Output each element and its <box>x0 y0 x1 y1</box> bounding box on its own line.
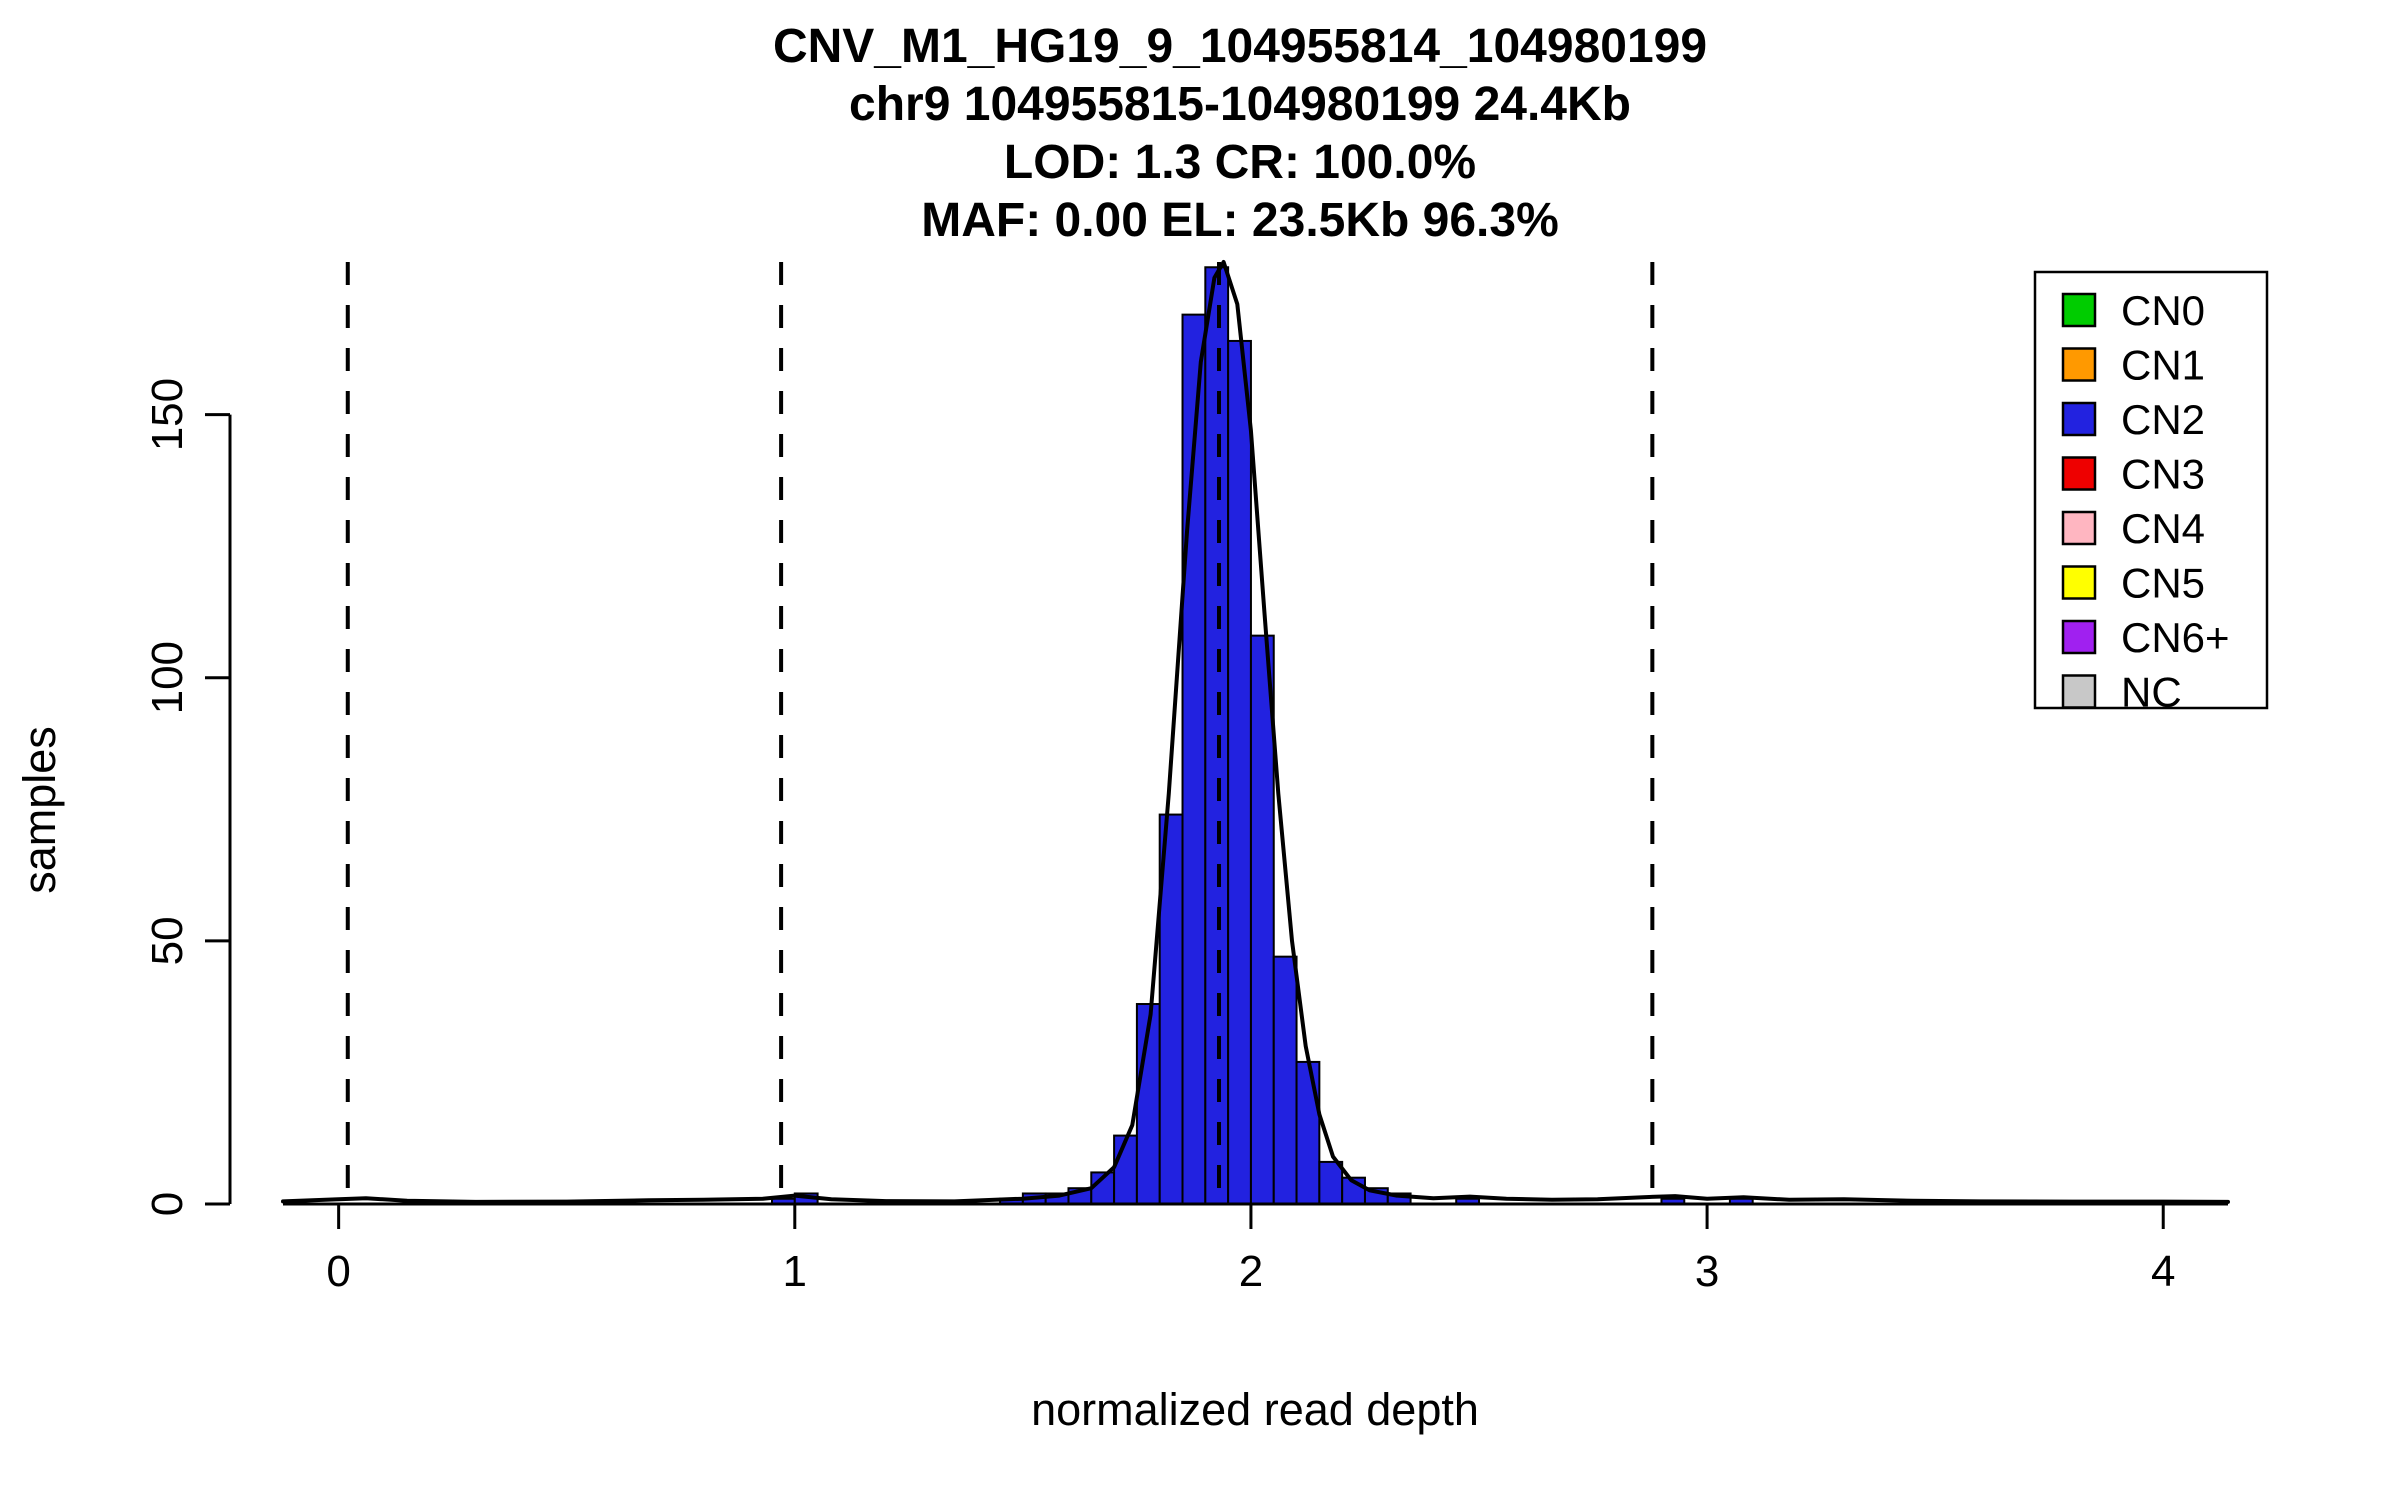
chart-title-line-2: chr9 104955815-104980199 24.4Kb <box>849 78 1631 131</box>
chart-title-line-1: CNV_M1_HG19_9_104955814_104980199 <box>773 20 1707 73</box>
x-tick-label: 4 <box>2151 1247 2175 1296</box>
legend-swatch-cn3 <box>2061 456 2097 491</box>
y-tick-label: 50 <box>143 916 192 965</box>
x-tick-label: 0 <box>326 1247 350 1296</box>
y-tick-label: 150 <box>143 378 192 451</box>
histogram-bar <box>1227 339 1252 1205</box>
histogram-bar <box>1295 1060 1321 1206</box>
plot-area: 0 1 2 3 4 0 50 100 150 CN0 CN1 CN2 CN3 CN4 CN5 CN6+ NC <box>143 260 2269 1296</box>
legend-label-nc: NC <box>2121 669 2182 716</box>
legend-swatch-cn0 <box>2061 292 2097 328</box>
legend-swatch-cn4 <box>2061 510 2097 546</box>
legend-label-cn0: CN0 <box>2121 287 2205 334</box>
x-tick-label: 2 <box>1239 1247 1263 1296</box>
y-tick-label: 0 <box>143 1192 192 1216</box>
legend-swatch-nc <box>2061 674 2097 709</box>
legend-label-cn6plus: CN6+ <box>2121 614 2230 661</box>
y-axis-label: samples <box>14 726 65 894</box>
chart-title: CNV_M1_HG19_9_104955814_104980199 chr9 1… <box>773 20 1707 247</box>
chart-title-line-4: MAF: 0.00 EL: 23.5Kb 96.3% <box>921 194 1559 247</box>
histogram-bar <box>1318 1160 1344 1205</box>
x-tick-label: 1 <box>783 1247 807 1296</box>
histogram-bar <box>1249 634 1275 1205</box>
legend-swatch-cn6plus <box>2061 619 2097 655</box>
legend-swatch-cn5 <box>2061 565 2097 600</box>
legend-swatch-cn1 <box>2061 347 2097 382</box>
density-curve <box>281 260 2230 1204</box>
x-axis-label: normalized read depth <box>1031 1384 1479 1435</box>
legend-label-cn1: CN1 <box>2121 342 2205 389</box>
chart-title-line-3: LOD: 1.3 CR: 100.0% <box>1004 136 1476 189</box>
legend-swatch-cn2 <box>2061 401 2097 437</box>
histogram-bar <box>1272 955 1298 1206</box>
legend-label-cn5: CN5 <box>2121 560 2205 607</box>
x-tick-label: 3 <box>1695 1247 1719 1296</box>
histogram-bar <box>1204 266 1230 1205</box>
y-tick-label: 100 <box>143 641 192 714</box>
legend-label-cn2: CN2 <box>2121 396 2205 443</box>
legend-label-cn4: CN4 <box>2121 505 2205 552</box>
legend-label-cn3: CN3 <box>2121 451 2205 498</box>
